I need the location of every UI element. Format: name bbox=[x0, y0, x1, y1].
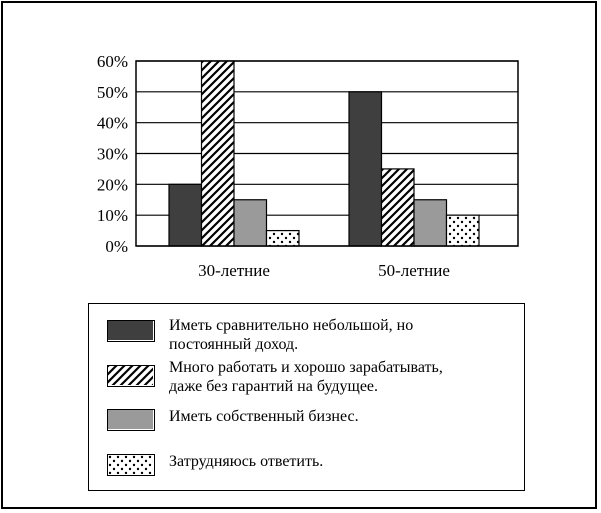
legend-swatch bbox=[107, 320, 155, 342]
legend-label: Иметь собственный бизнес. bbox=[169, 408, 359, 425]
bar bbox=[380, 168, 415, 247]
y-tick-label: 60% bbox=[97, 52, 128, 71]
bar bbox=[445, 214, 480, 247]
bar bbox=[200, 60, 235, 247]
y-tick-label: 50% bbox=[97, 83, 128, 102]
bar bbox=[233, 199, 268, 247]
legend-swatch bbox=[107, 365, 155, 387]
y-axis-ticks: 0% 10% 20% 30% 40% 50% 60% bbox=[97, 52, 128, 256]
y-tick-label: 30% bbox=[97, 145, 128, 164]
legend-swatch bbox=[107, 409, 155, 431]
x-tick-label: 50-летние bbox=[378, 261, 450, 280]
x-axis-ticks: 30-летние 50-летние bbox=[198, 261, 450, 280]
y-tick-label: 20% bbox=[97, 175, 128, 194]
bar bbox=[348, 91, 383, 247]
bar bbox=[168, 183, 203, 247]
legend-label: Много работать и хорошо зарабатывать, да… bbox=[169, 359, 443, 395]
plot-area-border bbox=[135, 60, 519, 247]
legend-swatch bbox=[107, 454, 155, 476]
bar bbox=[265, 229, 300, 247]
y-tick-label: 10% bbox=[97, 206, 128, 225]
bar-chart: 0% 10% 20% 30% 40% 50% 60% 30-летние 50-летние bbox=[97, 52, 519, 280]
y-tick-label: 40% bbox=[97, 114, 128, 133]
x-tick-label: 30-летние bbox=[198, 261, 270, 280]
bar bbox=[413, 199, 448, 247]
y-tick-label: 0% bbox=[105, 237, 128, 256]
legend-label: Иметь сравнительно небольшой, но постоян… bbox=[169, 317, 414, 353]
legend-label: Затрудняюсь ответить. bbox=[169, 453, 324, 470]
legend: Иметь сравнительно небольшой, но постоян… bbox=[88, 303, 525, 491]
